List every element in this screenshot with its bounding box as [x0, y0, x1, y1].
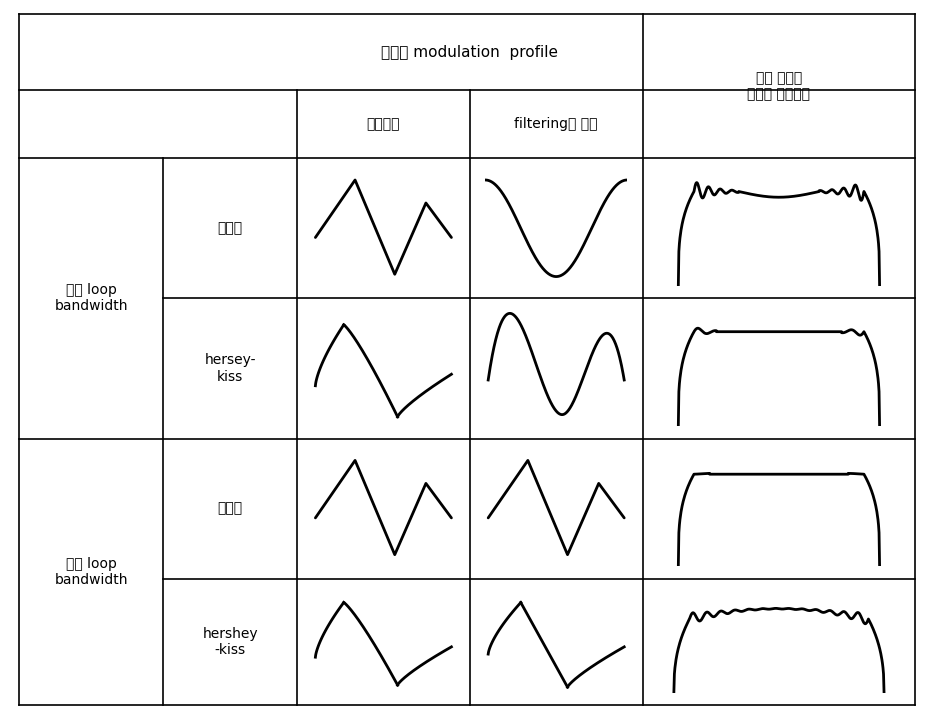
Text: 입력파형: 입력파형 — [367, 117, 400, 131]
Text: 출력 신호의
주파수 스펙트럼: 출력 신호의 주파수 스펙트럼 — [747, 71, 811, 101]
Text: hersey-
kiss: hersey- kiss — [205, 353, 256, 384]
Text: filtering된 파형: filtering된 파형 — [515, 117, 598, 131]
Text: 좋은 loop
bandwidth: 좋은 loop bandwidth — [54, 283, 128, 313]
Text: 주파수 modulation  profile: 주파수 modulation profile — [381, 45, 559, 60]
Text: 삼각파: 삼각파 — [218, 221, 243, 235]
Text: 넓은 loop
bandwidth: 넓은 loop bandwidth — [54, 557, 128, 587]
Text: hershey
-kiss: hershey -kiss — [203, 626, 258, 657]
Text: 삼각파: 삼각파 — [218, 502, 243, 516]
